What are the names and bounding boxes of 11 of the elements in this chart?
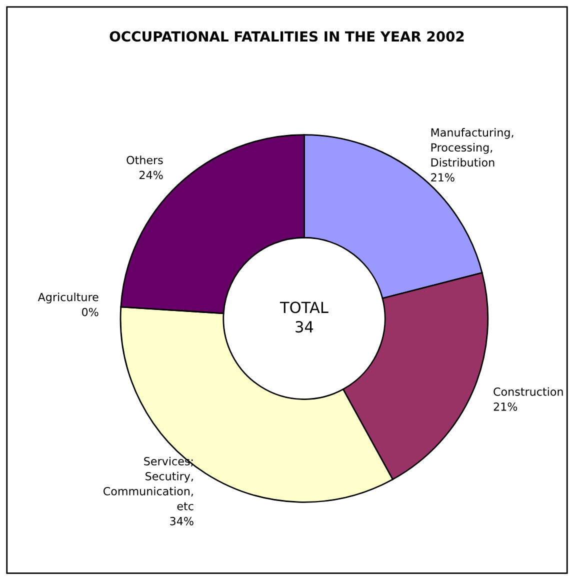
data-label: 21%: [431, 173, 454, 182]
slice-label: Manufacturing, Processing, Distribution: [431, 128, 514, 167]
category-label: Agriculture: [38, 292, 98, 304]
text: TOTAL 34: [280, 302, 328, 333]
chart-title: OCCUPATIONAL FATALITIES IN THE YEAR 2002: [110, 31, 464, 42]
slice-label: Construction: [494, 387, 563, 396]
slice-label: Others: [126, 156, 163, 164]
data-label: 21%: [494, 402, 518, 411]
data-label: 24%: [140, 170, 163, 180]
data-label: 34%: [170, 516, 194, 526]
text: 0%: [82, 308, 98, 316]
